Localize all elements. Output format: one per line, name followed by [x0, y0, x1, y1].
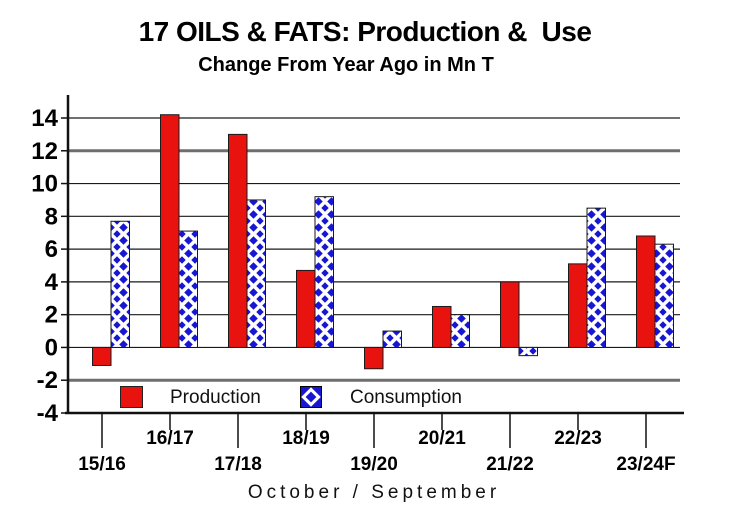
consumption-bar: [586, 207, 606, 348]
consumption-bar: [246, 199, 266, 348]
consumption-bar: [314, 196, 334, 348]
y-tick-label: 2: [45, 302, 58, 329]
y-axis-labels: 14 12 10 8 6 4 2 0 -2 -4: [31, 105, 68, 427]
x-category-label: 15/16: [78, 454, 126, 475]
production-legend-swatch: [120, 386, 143, 408]
production-bar: [296, 269, 316, 348]
consumption-bar: [178, 230, 198, 348]
x-category-label: 21/22: [486, 454, 534, 475]
production-bar: [228, 133, 248, 348]
x-category-label: 22/23: [554, 428, 602, 449]
production-bar: [432, 305, 452, 348]
x-axis-labels: 15/16 16/17 17/18 18/19 19/20 20/21 21/22 22/23…: [78, 413, 676, 475]
y-tick-label: 6: [45, 236, 58, 263]
production-bar: [92, 346, 112, 366]
y-tick-label: 10: [31, 171, 58, 198]
y-tick-label: -4: [37, 400, 59, 427]
x-category-label: 18/19: [282, 428, 330, 449]
chart-subtitle: Change From Year Ago in Mn T: [198, 54, 494, 76]
bars: [92, 114, 674, 370]
consumption-bar: [654, 243, 674, 348]
x-category-label: 19/20: [350, 454, 398, 475]
y-tick-label: 8: [45, 203, 58, 230]
consumption-legend-swatch: [300, 386, 322, 408]
y-tick-label: 14: [31, 105, 58, 132]
x-category-label: 23/24F: [616, 454, 675, 475]
consumption-bar: [110, 220, 130, 348]
y-tick-label: 4: [45, 269, 59, 296]
y-tick-label: -2: [37, 367, 58, 394]
chart-title: 17 OILS & FATS: Production & Use: [138, 16, 592, 47]
x-axis-title: October / September: [247, 482, 501, 503]
y-tick-label: 12: [31, 138, 58, 165]
x-category-label: 20/21: [418, 428, 466, 449]
consumption-bar: [450, 314, 470, 348]
production-legend-label: Production: [170, 387, 261, 408]
consumption-bar: [518, 346, 538, 357]
production-bar: [364, 346, 384, 370]
x-category-label: 17/18: [214, 454, 262, 475]
production-bar: [636, 235, 656, 348]
y-tick-label: 0: [45, 334, 58, 361]
x-category-label: 16/17: [146, 428, 194, 449]
consumption-bar: [382, 330, 402, 348]
production-bar: [160, 114, 180, 348]
consumption-legend-label: Consumption: [350, 387, 462, 408]
production-bar: [568, 263, 588, 348]
production-bar: [500, 281, 520, 348]
